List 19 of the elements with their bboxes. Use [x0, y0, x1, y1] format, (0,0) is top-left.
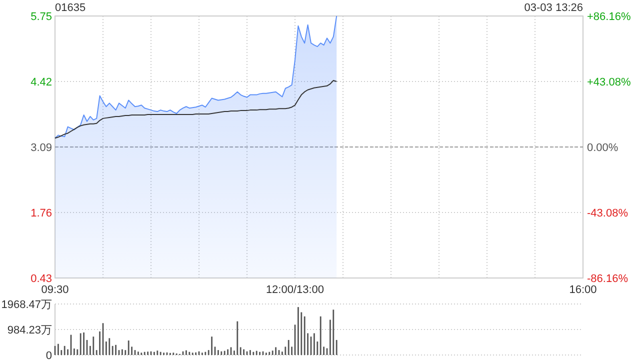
- x-tick-label: 12:00/13:00: [266, 284, 324, 296]
- line-series: [54, 80, 338, 139]
- y-tick-label: 5.75: [30, 11, 52, 23]
- x-tick-label: 16:00: [569, 284, 597, 296]
- y-tick-label: 1.76: [30, 208, 52, 220]
- y-tick-label: 4.42: [30, 76, 52, 88]
- y2-tick-label: -86.16%: [587, 273, 628, 285]
- x-tick-label: 09:30: [41, 284, 69, 296]
- y-tick-label: 1968.47万: [1, 299, 52, 311]
- y-tick-label: 0: [46, 350, 52, 360]
- chart-title: 01635: [55, 2, 86, 14]
- y2-tick-label: -43.08%: [587, 208, 628, 220]
- y-tick-label: 3.09: [30, 142, 52, 154]
- y2-tick-label: 0.00%: [587, 142, 618, 154]
- y-tick-label: 984.23万: [7, 324, 52, 336]
- y2-tick-label: +86.16%: [587, 11, 631, 23]
- y-tick-label: 0.43: [30, 273, 52, 285]
- y2-tick-label: +43.08%: [587, 76, 631, 88]
- text: 03-03 13:26: [524, 2, 583, 14]
